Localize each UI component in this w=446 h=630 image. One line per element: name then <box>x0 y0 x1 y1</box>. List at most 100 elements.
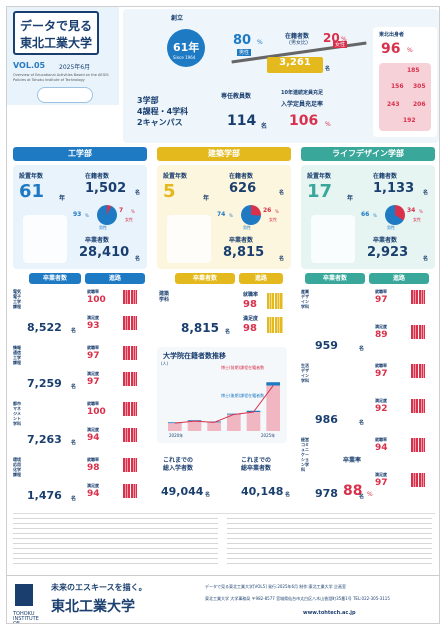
dept-grad: 2,923 <box>367 245 409 260</box>
dept-grad: 8,815 <box>223 245 265 260</box>
dept-grad: 28,410 <box>79 245 130 260</box>
univ-logo-icon <box>15 584 33 606</box>
sat-grid <box>123 372 137 386</box>
legend-1: 博士(前期)課程在籍者数 <box>221 365 265 370</box>
enroll-total: 3,261 <box>267 57 323 73</box>
enroll-block: 80 % 在籍者数 (男女比) 20 % 男性 女性 3,261 名 <box>227 27 367 77</box>
footer-url[interactable]: www.tohtech.ac.jp <box>303 610 356 616</box>
title-line2: 東北工業大学 <box>19 36 92 50</box>
vol-number: VOL.05 <box>13 61 46 70</box>
footer-tagline: 未来のエスキースを描く。 <box>51 583 147 592</box>
dept-illustration <box>311 215 355 263</box>
header-panel: データで見る 東北工業大学 VOL.05 2025年6月 Overview of… <box>7 7 119 105</box>
eng-col-career: 進路 <box>85 273 145 284</box>
total-ratio: 88 <box>343 483 363 499</box>
total-grad: 40,148 <box>241 485 284 498</box>
founded-circle <box>167 29 205 67</box>
life-col-grads: 卒業者数 <box>305 273 365 284</box>
dept-row: 経営コミュニケーション学科 978 名 就職率 94 満足度 97 <box>301 435 435 505</box>
bar-back <box>266 382 280 386</box>
dept-row: 環境応用化学課程 1,476 名 就職率 98 満足度 94 <box>13 455 147 507</box>
male-pct: 80 <box>233 33 252 48</box>
notes-right <box>227 518 432 568</box>
tohoku-block: 東北出身者 96 % 185 156 305 243 206 192 <box>373 27 437 137</box>
dept-row: 産業デザイン学科 959 名 就職率 97 満足度 89 <box>301 287 435 357</box>
title-box: データで見る 東北工業大学 <box>13 11 99 55</box>
sat-grid <box>411 325 425 339</box>
arch-grads: 8,815 <box>181 321 219 335</box>
emp-grid <box>123 458 137 472</box>
tenyear-block: 10年連続定員充足 入学定員充足率 106 % <box>281 90 331 129</box>
bar-front <box>187 421 202 431</box>
founded-label: 創立 <box>171 15 184 22</box>
emp-grid <box>123 290 137 304</box>
emp-grid <box>411 290 425 304</box>
sat-grid <box>123 428 137 442</box>
tenyear-sub: 入学定員充足率 <box>281 101 324 108</box>
tenyear-label: 10年連続定員充足 <box>281 90 323 96</box>
dept-enroll: 1,502 <box>85 181 127 196</box>
bar-front <box>246 411 261 431</box>
legend-2: 博士(後期)課程在籍者数 <box>221 393 265 398</box>
tohoku-label: 東北出身者 <box>379 32 405 38</box>
dept-card-2: 設置年数 17 年 在籍者数 1,133 名 66 % 男性 34 % 女性 卒… <box>301 165 435 269</box>
dept-card-0: 設置年数 61 年 在籍者数 1,502 名 93 % 男性 7 % 女性 卒業… <box>13 165 147 269</box>
dept-illustration <box>23 215 67 263</box>
mascot-illustration <box>37 87 93 103</box>
grad-chart-title: 大学院在籍者数推移 <box>163 352 226 360</box>
emp-grid <box>123 402 137 416</box>
emp-grid <box>411 364 425 378</box>
subtitle: Overview of Educational Activities Based… <box>13 73 109 82</box>
total-admit: 49,044 <box>161 485 204 498</box>
bar-front <box>168 423 182 431</box>
eng-col-grads: 卒業者数 <box>29 273 81 284</box>
arch-sat: 98 <box>243 323 257 334</box>
gender-pie <box>241 205 261 225</box>
life-col-career: 進路 <box>369 273 429 284</box>
bar-front <box>207 422 221 431</box>
footer-univ: 東北工業大学 <box>51 599 135 615</box>
dept-header-2: ライフデザイン学部 <box>301 147 435 161</box>
footer: TOHOKU INSTITUTE OF TECHNOLOGY 未来のエスキースを… <box>7 575 439 623</box>
arch-name: 建築学科 <box>159 291 170 303</box>
depts-block: 3学部 4課程・4学科 2キャンパス <box>137 96 189 127</box>
footer-info: データで見る東北工業大学[VOL5] 発行:2025年6月 制作:東北工業大学 … <box>205 584 346 589</box>
dept-enroll: 626 <box>229 181 257 196</box>
emp-grid <box>411 438 425 452</box>
founded-since: Since 1964 <box>173 55 196 60</box>
grad-chart-svg <box>168 382 280 431</box>
dept-row: 電気電子工学課程 8,522 名 就職率 100 満足度 93 <box>13 287 147 339</box>
founded-years: 61年 <box>173 41 200 54</box>
sat-grid <box>411 399 425 413</box>
faculty-block: 専任教員数 114 名 <box>221 93 268 130</box>
founded-badge: 創立 61年 Since 1964 <box>167 15 207 69</box>
arch-sat-grid <box>267 317 283 333</box>
series-line <box>174 385 274 424</box>
dept-row: 生活デザイン学科 986 名 就職率 97 満足度 92 <box>301 361 435 431</box>
arch-col-grads: 卒業者数 <box>175 273 235 284</box>
sat-grid <box>411 473 425 487</box>
gender-pie <box>97 205 117 225</box>
dept-row: 情報通信工学課程 7,259 名 就職率 97 満足度 97 <box>13 343 147 395</box>
footer-addr: 東北工業大学 大学事務局 〒982-8577 宮城県仙台市太白区八木山香澄町35… <box>205 596 390 601</box>
gender-pie <box>385 205 405 225</box>
grad-chart-panel: 大学院在籍者数推移 (人) 博士(前期)課程在籍者数 博士(後期)課程在籍者数 … <box>157 347 287 443</box>
emp-grid <box>123 346 137 360</box>
arch-col-career: 進路 <box>239 273 283 284</box>
dept-years: 17 <box>307 181 333 202</box>
enroll-sub: (男女比) <box>289 40 308 46</box>
sat-grid <box>123 484 137 498</box>
bar-front <box>266 385 280 431</box>
tenyear-pct: 106 <box>289 113 319 129</box>
dept-years: 5 <box>163 181 176 202</box>
arch-emp-grid <box>267 293 283 309</box>
dept-header-1: 建築学部 <box>157 147 291 161</box>
page: データで見る 東北工業大学 VOL.05 2025年6月 Overview of… <box>6 6 440 624</box>
totals-block: これまでの 総入学者数 49,044 名 これまでの 総卒業者数 40,148 … <box>161 457 373 499</box>
dept-enroll: 1,133 <box>373 181 415 196</box>
dept-illustration <box>167 215 211 263</box>
dept-row: 都市マネジメント学科 7,263 名 就職率 100 満足度 94 <box>13 399 147 451</box>
tohoku-map <box>379 63 431 131</box>
dept-card-1: 設置年数 5 年 在籍者数 626 名 74 % 男性 26 % 女性 卒業者数… <box>157 165 291 269</box>
sat-grid <box>123 316 137 330</box>
